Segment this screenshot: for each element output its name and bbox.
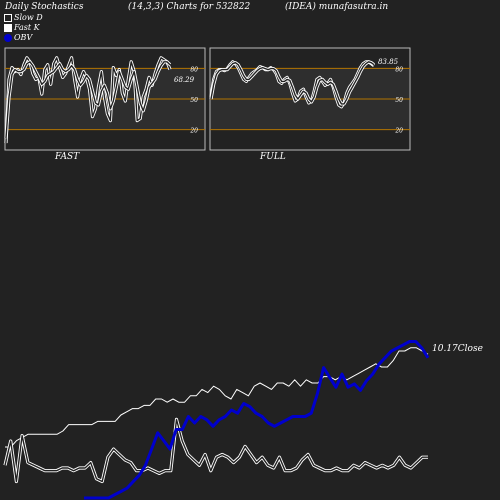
volume-line-outline xyxy=(3,417,428,484)
full-last-value-label: 83.85 xyxy=(378,58,399,66)
obv-line xyxy=(84,340,430,500)
chart-params: (14,3,3) Charts for 532822 xyxy=(128,2,251,12)
chart-source: (IDEA) munafasutra.in xyxy=(285,2,389,12)
legend-slow-d: Slow D xyxy=(4,13,43,22)
full-level-label-80: 80 xyxy=(395,66,403,73)
legend-slow-d-label: Slow D xyxy=(14,13,43,22)
fast-fast_k-line xyxy=(5,57,171,144)
fast-k-swatch xyxy=(4,24,12,32)
full-level-label-20: 20 xyxy=(394,128,403,135)
obv-swatch xyxy=(4,34,12,42)
fast-panel-caption: FAST xyxy=(55,152,80,162)
legend-obv: OBV xyxy=(4,33,32,42)
legend-obv-label: OBV xyxy=(14,33,33,42)
full-full_d-line xyxy=(210,61,375,105)
fast-level-label-20: 20 xyxy=(189,128,198,135)
close-line xyxy=(5,347,429,448)
fast-slow_d-line xyxy=(5,61,171,139)
slow-d-swatch xyxy=(4,14,12,22)
full-panel-caption: FULL xyxy=(260,152,286,162)
fast-last-value-label: 68.29 xyxy=(174,76,195,84)
legend-fast-k-label: Fast K xyxy=(14,23,40,32)
chart-title: Daily Stochastics xyxy=(5,2,84,12)
volume-line xyxy=(4,418,428,483)
fast-level-label-50: 50 xyxy=(190,97,198,104)
close-value-label: 10.17Close xyxy=(432,344,483,354)
full-level-label-50: 50 xyxy=(395,97,403,104)
fast-level-label-80: 80 xyxy=(190,66,198,73)
legend-fast-k: Fast K xyxy=(4,23,40,32)
